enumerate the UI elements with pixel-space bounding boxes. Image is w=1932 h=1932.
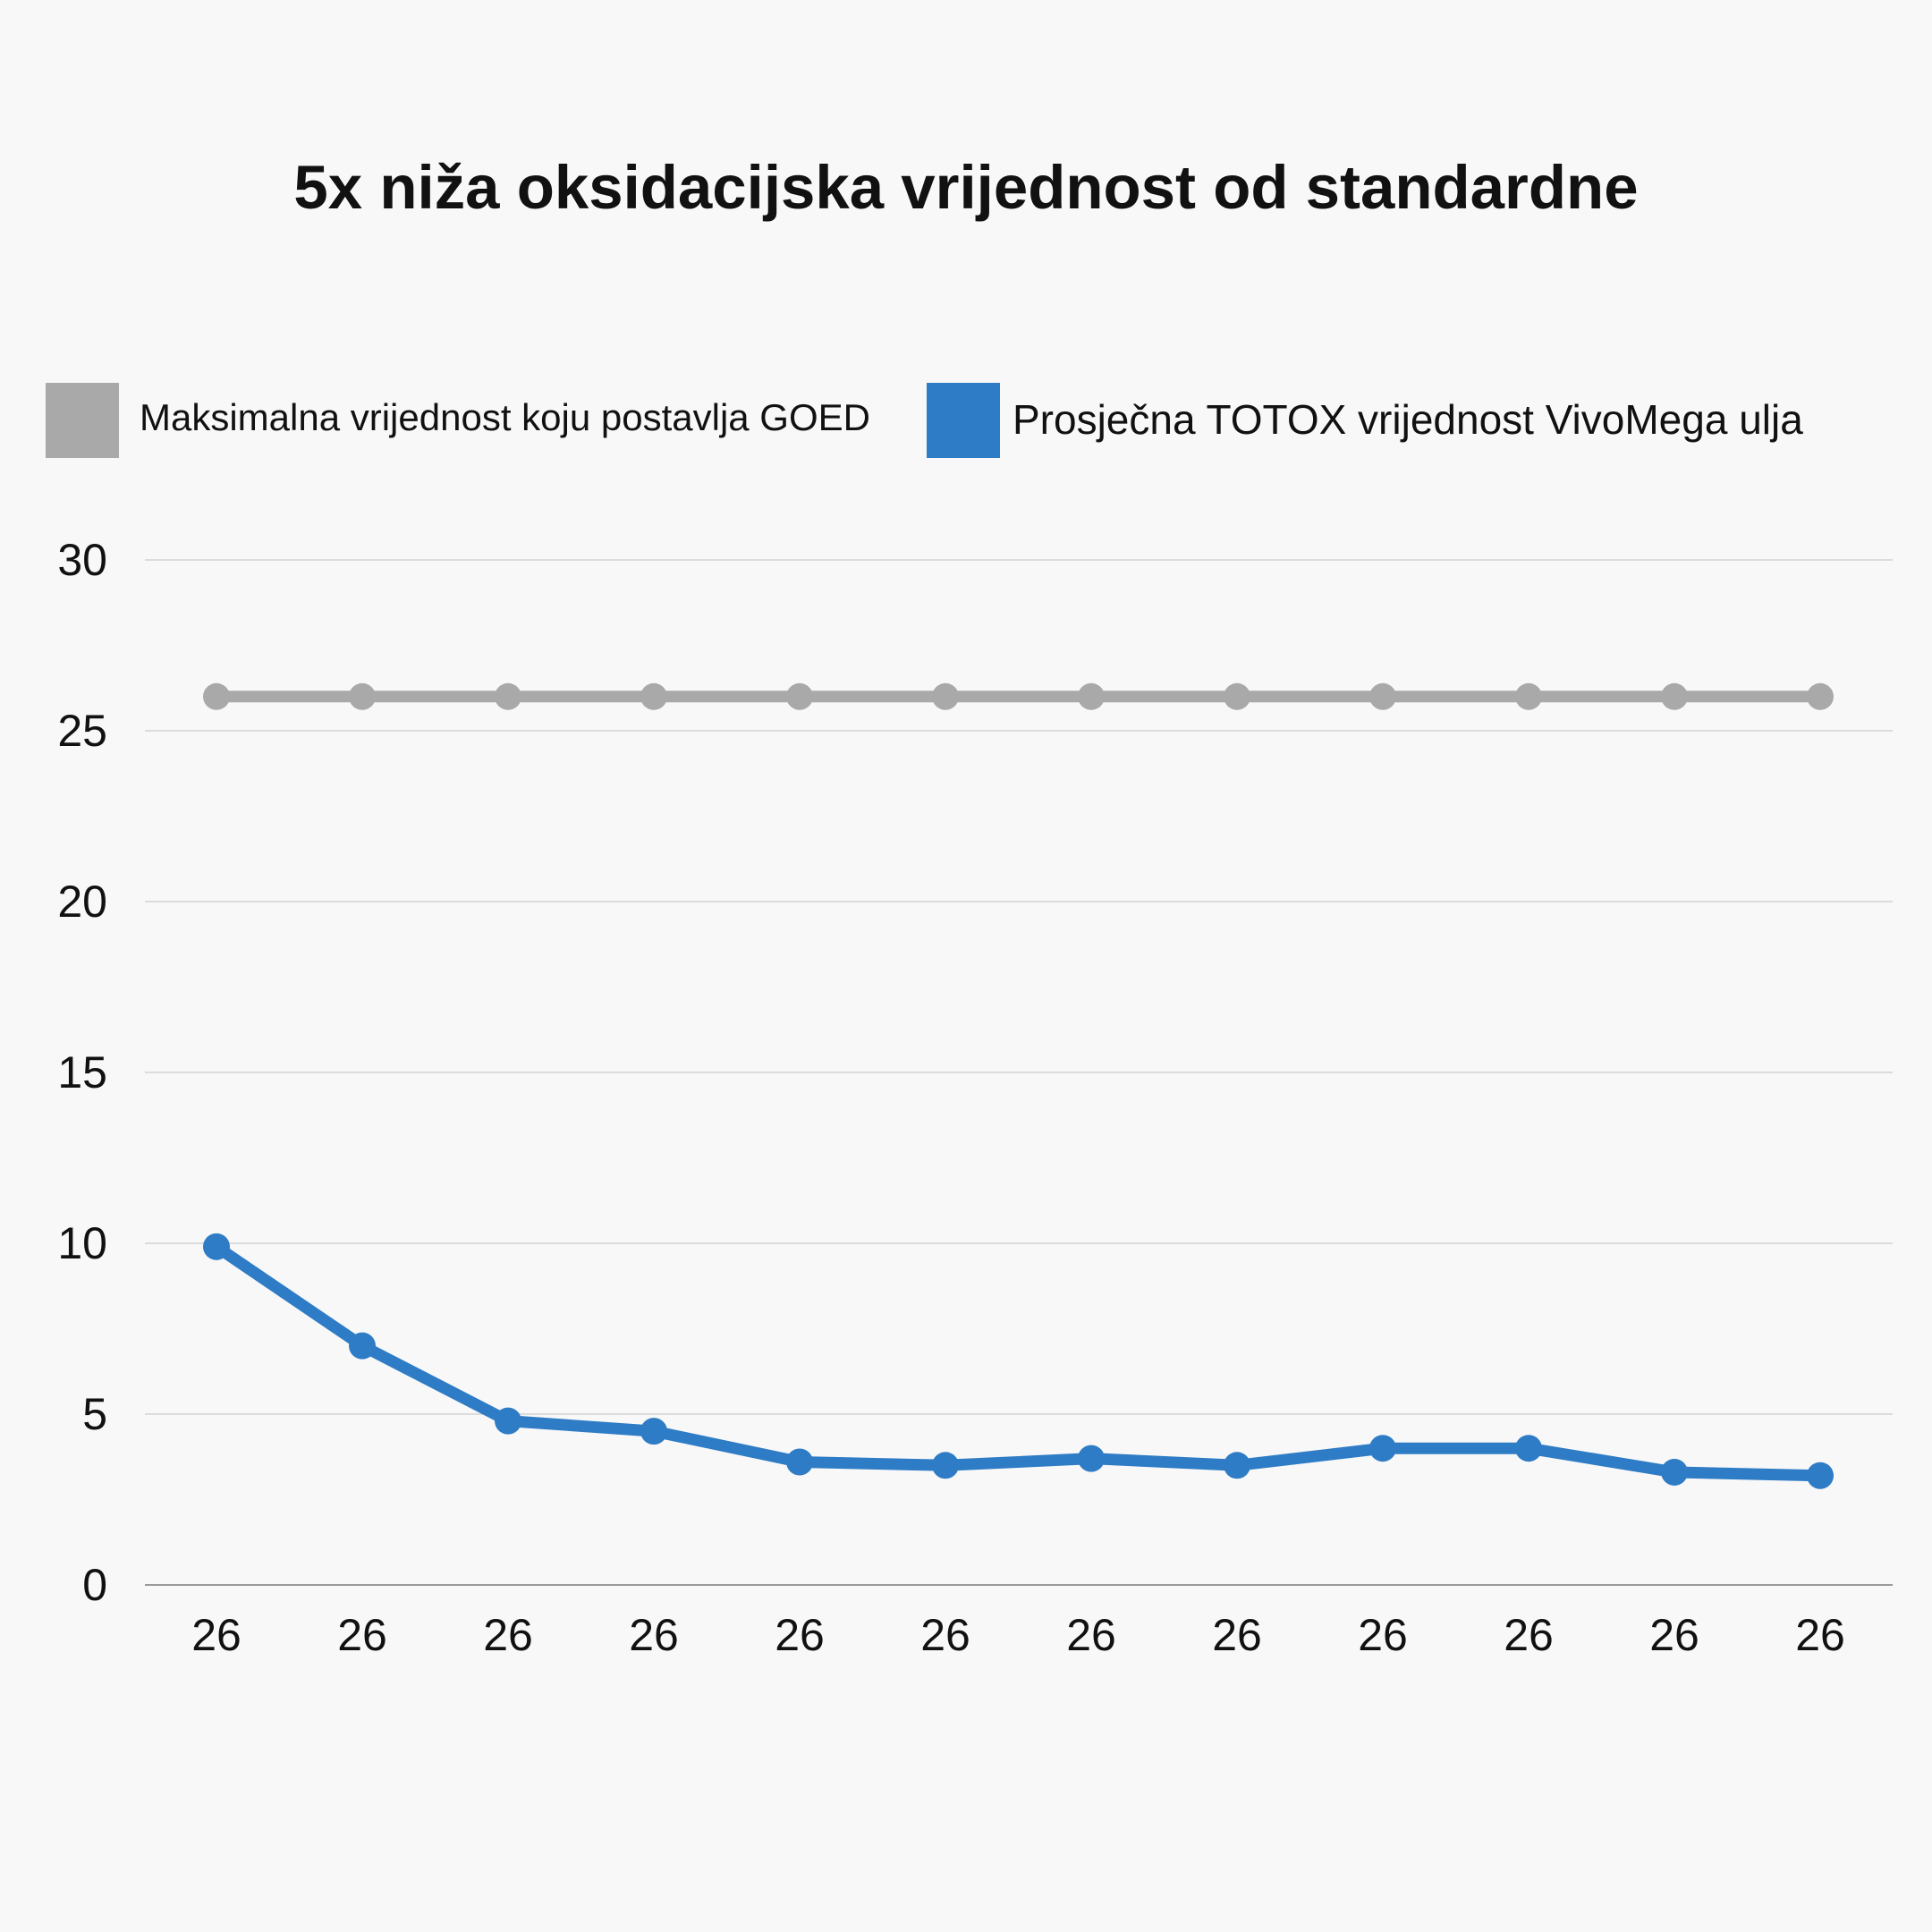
y-tick-label: 0	[82, 1560, 107, 1610]
x-tick-label: 26	[337, 1610, 387, 1660]
y-tick-label: 30	[57, 535, 107, 585]
series-1-point	[1515, 1435, 1542, 1462]
series-0-point	[495, 682, 521, 710]
legend-label-vivomega: Prosječna TOTOX vrijednost VivoMega ulja	[1013, 396, 1803, 443]
series-1-point	[203, 1233, 230, 1260]
series-0-point	[1661, 682, 1688, 710]
y-tick-label: 15	[57, 1047, 107, 1097]
series-1-point	[1807, 1462, 1834, 1489]
series-0-point	[1369, 682, 1396, 710]
x-tick-label: 26	[775, 1610, 825, 1660]
y-tick-label: 10	[57, 1218, 107, 1268]
series-0-point	[786, 682, 813, 710]
legend-swatch-vivomega	[927, 383, 1000, 458]
series-line-1	[210, 1241, 1826, 1482]
legend-swatch-goed	[46, 383, 119, 458]
series-0-point	[203, 682, 230, 710]
series-0-point	[349, 682, 376, 710]
legend-label-goed: Maksimalna vrijednost koju postavlja GOE…	[140, 396, 870, 438]
series-1-point	[495, 1407, 521, 1435]
x-tick-label: 26	[920, 1610, 970, 1660]
series-0-point	[1224, 682, 1250, 710]
series-1-point	[1078, 1445, 1105, 1472]
x-tick-label: 26	[1649, 1610, 1699, 1660]
x-tick-label: 26	[629, 1610, 679, 1660]
series-1-point	[1369, 1435, 1396, 1462]
y-tick-label: 5	[82, 1389, 107, 1439]
series-0-point	[1807, 682, 1834, 710]
series-1-point	[1224, 1452, 1250, 1479]
series-0-point	[932, 682, 959, 710]
x-tick-label: 26	[1066, 1610, 1116, 1660]
x-tick-label: 26	[1504, 1610, 1554, 1660]
series-0-point	[1515, 682, 1542, 710]
series-1-point	[1661, 1458, 1688, 1486]
series-0-point	[1078, 682, 1105, 710]
x-tick-label: 26	[1212, 1610, 1262, 1660]
series-1-point	[349, 1332, 376, 1360]
x-tick-label: 26	[1795, 1610, 1845, 1660]
y-tick-label: 25	[57, 706, 107, 756]
x-tick-label: 26	[191, 1610, 242, 1660]
series-1-point	[932, 1452, 959, 1479]
series-1-point	[640, 1418, 667, 1445]
x-tick-label: 26	[1358, 1610, 1408, 1660]
chart-title: 5x niža oksidacijska vrijednost od stand…	[293, 153, 1639, 222]
y-tick-label: 20	[57, 877, 107, 927]
series-1-point	[786, 1448, 813, 1476]
series-0-point	[640, 682, 667, 710]
x-tick-label: 26	[483, 1610, 533, 1660]
